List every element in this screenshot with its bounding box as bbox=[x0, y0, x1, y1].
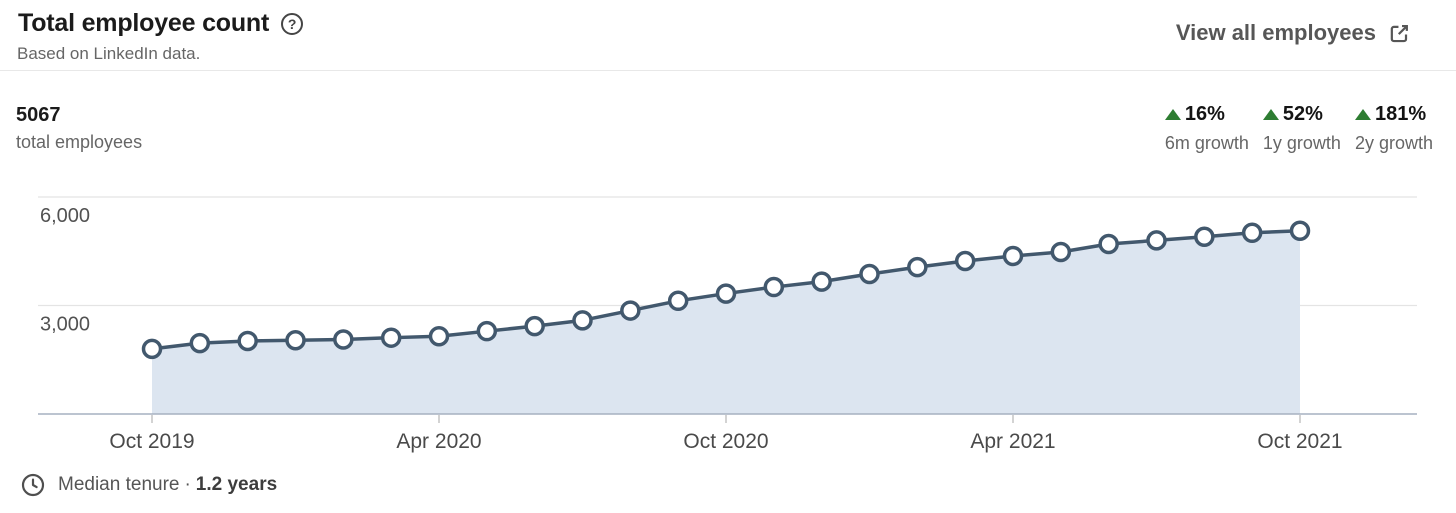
median-tenure-text: Median tenure · 1.2 years bbox=[58, 474, 277, 496]
data-point-apr-2021[interactable] bbox=[1002, 245, 1024, 267]
data-point-apr-2020[interactable] bbox=[428, 325, 450, 347]
data-point-may-2021[interactable] bbox=[1050, 241, 1072, 263]
data-point-sep-2020[interactable] bbox=[667, 290, 689, 312]
data-point-mar-2021[interactable] bbox=[954, 250, 976, 272]
data-point-jun-2021[interactable] bbox=[1098, 233, 1119, 255]
data-point-nov-2020[interactable] bbox=[763, 276, 785, 298]
view-all-label: View all employees bbox=[1175, 20, 1376, 45]
data-point-sep-2021[interactable] bbox=[1241, 222, 1263, 244]
data-point-feb-2021[interactable] bbox=[907, 256, 928, 278]
x-tick-label: Oct 2019 bbox=[109, 430, 194, 453]
y-tick-label: 3,000 bbox=[40, 314, 90, 336]
data-point-mar-2020[interactable] bbox=[380, 327, 402, 348]
x-tick-label: Oct 2020 bbox=[683, 430, 768, 453]
data-point-jan-2020[interactable] bbox=[285, 329, 306, 351]
data-point-jul-2020[interactable] bbox=[572, 310, 593, 331]
growth-stat-label: 6m growth bbox=[1164, 133, 1249, 153]
x-tick-label: Apr 2020 bbox=[396, 430, 481, 453]
growth-stat-1y: 52% 1y growth bbox=[1262, 103, 1341, 154]
external-link-icon bbox=[1390, 24, 1408, 42]
data-point-oct-2019[interactable] bbox=[141, 338, 163, 360]
view-all-employees-link[interactable]: View all employees bbox=[1176, 20, 1410, 46]
clock-icon bbox=[21, 473, 45, 497]
growth-stat-label: 2y growth bbox=[1354, 133, 1433, 153]
card-subtitle: Based on LinkedIn data. bbox=[17, 44, 201, 63]
area-fill bbox=[152, 230, 1300, 414]
x-tick-label: Oct 2021 bbox=[1257, 430, 1342, 453]
growth-up-icon bbox=[1164, 109, 1181, 120]
median-tenure-row: Median tenure · 1.2 years bbox=[21, 473, 277, 497]
total-employees-value: 5067 bbox=[16, 104, 61, 126]
data-point-jan-2021[interactable] bbox=[859, 263, 880, 285]
data-point-dec-2019[interactable] bbox=[237, 330, 258, 352]
total-employees-label: total employees bbox=[16, 132, 143, 152]
help-icon[interactable]: ? bbox=[281, 12, 304, 35]
growth-stat-value: 16% bbox=[1164, 103, 1249, 126]
data-point-oct-2021[interactable] bbox=[1289, 220, 1311, 241]
growth-up-icon bbox=[1354, 109, 1371, 120]
data-point-aug-2021[interactable] bbox=[1194, 226, 1215, 248]
data-point-may-2020[interactable] bbox=[476, 320, 498, 342]
median-tenure-label: Median tenure bbox=[58, 474, 180, 495]
median-tenure-value: 1.2 years bbox=[195, 474, 278, 495]
growth-up-icon bbox=[1262, 109, 1279, 120]
growth-stat-6m: 16% 6m growth bbox=[1164, 103, 1249, 154]
growth-stats: 16% 6m growth 52% 1y growth 181% 2y growth bbox=[1164, 103, 1433, 154]
data-point-jul-2021[interactable] bbox=[1146, 230, 1167, 251]
header-divider bbox=[0, 70, 1456, 71]
growth-stat-label: 1y growth bbox=[1262, 133, 1341, 153]
page-title: Total employee count bbox=[18, 9, 270, 37]
card-header: Total employee count ? bbox=[18, 9, 304, 38]
data-point-jun-2020[interactable] bbox=[524, 315, 545, 337]
data-point-feb-2020[interactable] bbox=[333, 329, 354, 350]
growth-stat-value: 181% bbox=[1354, 103, 1433, 126]
growth-stat-value: 52% bbox=[1262, 103, 1341, 126]
x-tick-label: Apr 2021 bbox=[970, 430, 1055, 453]
y-tick-label: 6,000 bbox=[40, 205, 90, 227]
data-point-nov-2019[interactable] bbox=[189, 332, 211, 354]
data-point-aug-2020[interactable] bbox=[620, 300, 641, 321]
data-point-dec-2020[interactable] bbox=[811, 271, 832, 292]
data-point-oct-2020[interactable] bbox=[715, 283, 737, 304]
separator: · bbox=[184, 474, 191, 495]
growth-stat-2y: 181% 2y growth bbox=[1354, 103, 1433, 154]
